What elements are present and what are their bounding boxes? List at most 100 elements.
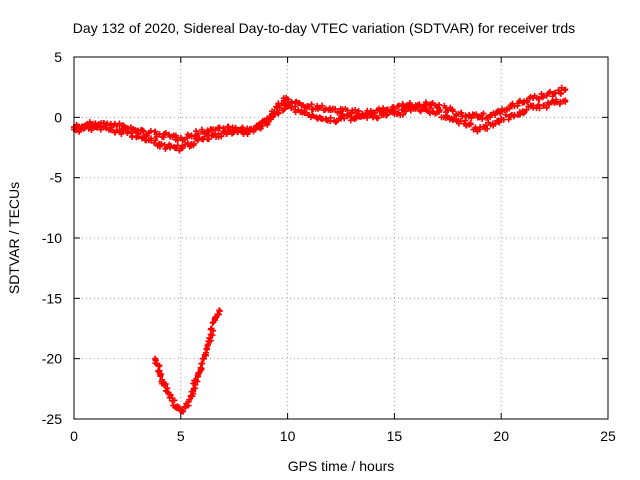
data-marker [190, 140, 197, 147]
series-dip-trace [152, 307, 223, 415]
data-marker [179, 145, 186, 152]
data-marker [344, 111, 351, 118]
y-tick-label: -15 [42, 290, 62, 306]
data-marker [238, 125, 245, 132]
data-marker [347, 117, 354, 124]
y-tick-label: -25 [42, 411, 62, 427]
data-marker [208, 325, 215, 332]
data-marker [332, 105, 339, 112]
data-point [186, 396, 193, 403]
data-marker [352, 106, 359, 113]
data-marker [275, 110, 282, 117]
data-marker [301, 109, 308, 116]
data-marker [309, 112, 316, 119]
data-marker [192, 377, 199, 384]
x-tick-label: 5 [177, 428, 185, 444]
data-marker [162, 129, 169, 136]
data-marker [462, 117, 469, 124]
data-marker [167, 142, 174, 149]
data-marker [480, 110, 487, 117]
data-marker [152, 137, 159, 144]
data-marker [206, 335, 213, 342]
data-marker [310, 112, 317, 119]
data-marker [557, 89, 564, 96]
data-marker [218, 133, 225, 140]
data-marker [198, 360, 205, 367]
data-marker [157, 373, 164, 380]
x-tick-label: 15 [387, 428, 403, 444]
data-marker [327, 114, 334, 121]
data-marker [83, 122, 90, 129]
data-marker [204, 343, 211, 350]
data-marker [286, 101, 293, 108]
data-marker [152, 128, 159, 135]
data-marker [502, 111, 509, 118]
data-marker [427, 105, 434, 112]
x-tick-label: 20 [493, 428, 509, 444]
data-marker [128, 129, 135, 136]
data-marker [276, 104, 283, 111]
y-axis-title: SDTVAR / TECUs [6, 182, 22, 294]
data-marker [212, 314, 219, 321]
data-marker [308, 101, 315, 108]
data-marker [557, 90, 564, 97]
data-marker [524, 99, 531, 106]
chart-title: Day 132 of 2020, Sidereal Day-to-day VTE… [73, 20, 575, 36]
data-marker [140, 128, 147, 135]
data-marker [158, 140, 165, 147]
data-marker [281, 106, 288, 113]
data-marker [118, 131, 125, 138]
data-marker [435, 108, 442, 115]
data-marker [484, 125, 491, 132]
data-marker [204, 128, 211, 135]
data-marker [197, 364, 204, 371]
data-marker [468, 115, 475, 122]
y-tick-label: 0 [54, 109, 62, 125]
data-marker [156, 362, 163, 369]
data-marker [394, 103, 401, 110]
data-point [562, 97, 569, 104]
x-tick-label: 25 [600, 428, 616, 444]
data-marker [231, 127, 238, 134]
x-axis-title: GPS time / hours [288, 458, 395, 474]
series-main-trace-a [71, 84, 569, 144]
data-marker [174, 142, 181, 149]
data-marker [332, 119, 339, 126]
data-point [562, 86, 569, 93]
data-marker [467, 121, 474, 128]
y-tick-label: -5 [50, 170, 63, 186]
data-marker [94, 124, 101, 131]
data-marker [288, 105, 295, 112]
data-marker [171, 397, 178, 404]
data-marker [234, 129, 241, 136]
data-marker [523, 106, 530, 113]
y-tick-label: -20 [42, 351, 62, 367]
tick-layer: 0 5 10 15 20 25 5 0 -5 -10 -15 -20 -25 [42, 49, 616, 444]
data-marker [458, 109, 465, 116]
data-marker [384, 111, 391, 118]
data-marker [413, 103, 420, 110]
data-marker [135, 131, 142, 138]
x-tick-label: 10 [280, 428, 296, 444]
data-marker [505, 116, 512, 123]
data-marker [436, 101, 443, 108]
data-point [216, 307, 223, 314]
data-marker [341, 115, 348, 122]
data-marker [449, 107, 456, 114]
x-tick-label: 0 [70, 428, 78, 444]
data-layer [71, 84, 569, 415]
y-tick-label: 5 [54, 49, 62, 65]
data-marker [417, 107, 424, 114]
data-marker [406, 100, 413, 107]
data-marker [399, 111, 406, 118]
data-marker [175, 404, 182, 411]
data-marker [162, 380, 169, 387]
data-marker [319, 102, 326, 109]
data-marker [536, 105, 543, 112]
y-tick-label: -10 [42, 230, 62, 246]
data-marker [264, 119, 271, 126]
data-marker [195, 130, 202, 137]
data-marker [200, 355, 207, 362]
series-main-trace-b [71, 96, 569, 154]
